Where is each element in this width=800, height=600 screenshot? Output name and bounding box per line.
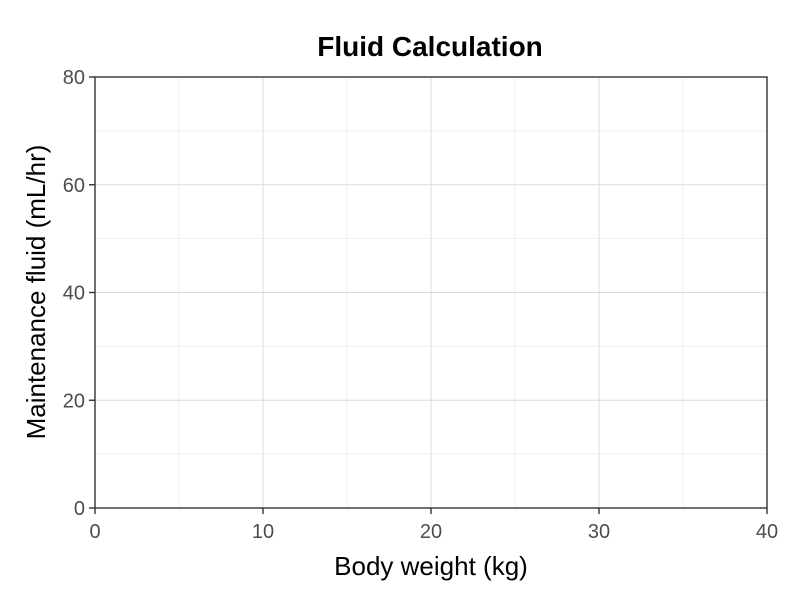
y-tick-label: 60 bbox=[63, 175, 85, 197]
y-tick-label: 20 bbox=[63, 390, 85, 412]
chart-title: Fluid Calculation bbox=[317, 31, 543, 62]
y-axis-title: Maintenance fluid (mL/hr) bbox=[21, 145, 51, 440]
x-tick-label: 10 bbox=[252, 521, 274, 543]
x-tick-label: 40 bbox=[756, 521, 778, 543]
y-tick-label: 0 bbox=[74, 498, 85, 520]
x-tick-label: 0 bbox=[89, 521, 100, 543]
x-tick-label: 20 bbox=[420, 521, 442, 543]
x-axis: 0 10 20 30 40 bbox=[89, 508, 778, 543]
y-tick-label: 40 bbox=[63, 283, 85, 305]
x-axis-title: Body weight (kg) bbox=[334, 551, 528, 581]
y-tick-label: 80 bbox=[63, 67, 85, 89]
y-axis: 0 20 40 60 80 bbox=[63, 67, 95, 520]
x-tick-label: 30 bbox=[588, 521, 610, 543]
